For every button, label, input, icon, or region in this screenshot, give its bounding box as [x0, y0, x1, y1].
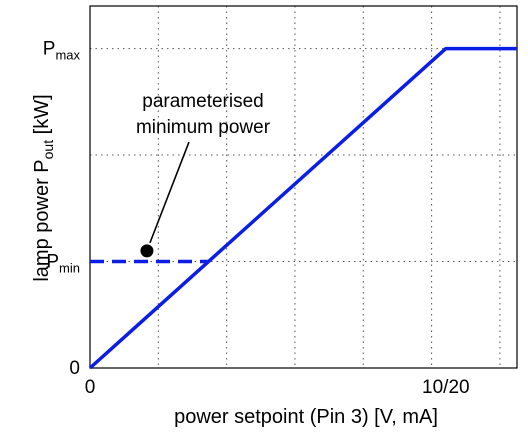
- y-tick-label-0: 0: [69, 358, 80, 379]
- annotation-point: [140, 244, 154, 258]
- y-axis-label: lamp power Pout [kW]: [31, 94, 56, 281]
- y-axis-label-unit: [kW]: [31, 94, 53, 140]
- annotation-line-2: minimum power: [136, 117, 271, 138]
- plot-frame: [89, 5, 518, 369]
- annotation-line-1: parameterised: [142, 91, 263, 112]
- x-tick-labels: 0 10/20: [85, 377, 470, 398]
- x-tick-label-0: 0: [85, 377, 96, 398]
- series-layer: [88, 46, 517, 370]
- y-tick-labels: 0 Pmin Pmax: [43, 39, 81, 379]
- y-axis-label-main: lamp power P: [31, 159, 53, 281]
- series-line-solid: [88, 46, 517, 370]
- y-axis-label-sub: out: [40, 140, 56, 160]
- y-tick-label-2: Pmax: [43, 39, 81, 63]
- y-tick-label-1: Pmin: [46, 252, 80, 276]
- x-axis-label: power setpoint (Pin 3) [V, mA]: [174, 406, 438, 428]
- annotation: parameterised minimum power: [136, 91, 271, 258]
- x-tick-label-1: 10/20: [422, 377, 470, 398]
- annotation-leader-line: [149, 141, 190, 244]
